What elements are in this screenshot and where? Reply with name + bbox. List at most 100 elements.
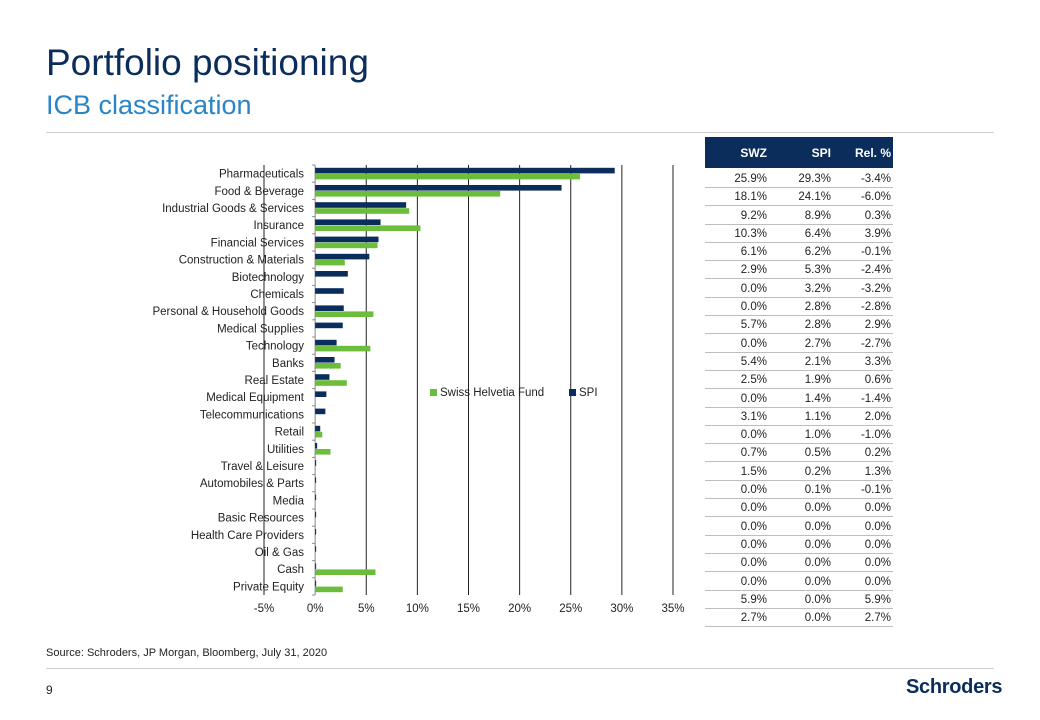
- table-cell: 5.9%: [740, 593, 767, 606]
- bar-spi: [315, 271, 348, 277]
- table-cell: 0.0%: [740, 392, 767, 405]
- category-label: Food & Beverage: [214, 186, 304, 198]
- bar-spi: [315, 477, 317, 483]
- table-cell: 2.0%: [864, 410, 891, 423]
- table-cell: 0.0%: [804, 520, 831, 533]
- table-cell: 0.0%: [740, 282, 767, 295]
- table-row: 2.5% 1.9% 0.6%: [705, 372, 893, 390]
- source-note: Source: Schroders, JP Morgan, Bloomberg,…: [46, 647, 328, 659]
- legend-label-fund: Swiss Helvetia Fund: [440, 387, 544, 399]
- table-row: 0.0% 0.1% -0.1%: [705, 482, 893, 500]
- table-cell: 3.3%: [864, 355, 891, 368]
- table-cell: 0.7%: [740, 447, 767, 460]
- table-cell: -2.7%: [860, 337, 891, 350]
- table-cell: 0.0%: [864, 575, 891, 588]
- category-label: Oil & Gas: [255, 547, 304, 559]
- table-cell: 2.8%: [804, 319, 831, 332]
- table-cell: 0.0%: [740, 557, 767, 570]
- col-header-rel: Rel. %: [854, 145, 891, 160]
- x-tick-label: -5%: [254, 603, 274, 615]
- table-row: 0.7% 0.5% 0.2%: [705, 445, 893, 463]
- bar-spi: [315, 357, 335, 363]
- bar-spi: [315, 391, 327, 397]
- category-label: Utilities: [267, 444, 304, 456]
- bar-spi: [315, 511, 317, 518]
- table-cell: 18.1%: [734, 191, 767, 204]
- footer-divider: [46, 668, 994, 669]
- table-cell: 10.3%: [734, 227, 767, 240]
- table-row: 9.2% 8.9% 0.3%: [705, 208, 893, 225]
- table-row: 0.0% 2.8% -2.8%: [705, 299, 893, 317]
- bar-spi: [315, 322, 343, 329]
- table-cell: 6.2%: [804, 246, 831, 259]
- bar-spi: [315, 167, 615, 174]
- bar-fund: [315, 242, 378, 249]
- table-cell: 2.7%: [804, 337, 831, 350]
- x-tick-label: 35%: [661, 603, 684, 615]
- col-header-spi: SPI: [811, 145, 831, 160]
- table-cell: 2.7%: [740, 612, 767, 625]
- table-row: 5.7% 2.8% 2.9%: [705, 317, 893, 335]
- table-cell: 2.9%: [740, 264, 767, 277]
- x-tick-label: 5%: [358, 603, 375, 615]
- table-cell: 0.0%: [804, 538, 831, 551]
- bar-spi: [315, 425, 321, 432]
- x-tick-label: 15%: [457, 603, 480, 615]
- table-row: 0.0% 0.0% 0.0%: [705, 574, 893, 591]
- category-label: Financial Services: [211, 237, 305, 249]
- bar-spi: [315, 408, 326, 415]
- bar-fund: [315, 208, 410, 214]
- table-row: 0.0% 0.0% 0.0%: [705, 555, 893, 573]
- category-label: Medical Equipment: [206, 392, 305, 404]
- table-cell: 0.0%: [740, 538, 767, 551]
- table-cell: 5.4%: [740, 355, 767, 368]
- bar-fund: [315, 225, 421, 231]
- category-label: Travel & Leisure: [221, 461, 304, 473]
- bar-spi: [315, 305, 344, 311]
- x-tick-label: 10%: [406, 603, 429, 615]
- category-label: Telecommunications: [200, 409, 304, 421]
- table-cell: 2.9%: [864, 319, 891, 332]
- bar-fund: [315, 449, 331, 455]
- bar-spi: [315, 443, 318, 449]
- category-label: Media: [273, 495, 305, 507]
- table-cell: 1.5%: [740, 465, 767, 478]
- table-row: 1.5% 0.2% 1.3%: [705, 464, 893, 481]
- table-row: 2.7% 0.0% 2.7%: [705, 610, 893, 628]
- category-label: Automobiles & Parts: [200, 478, 304, 490]
- x-tick-label: 25%: [559, 603, 582, 615]
- bar-spi: [315, 202, 407, 208]
- weights-table: SWZ SPI Rel. % 25.9% 29.3% -3.4% 18.1% 24.1%…: [705, 137, 893, 628]
- table-row: 0.0% 2.7% -2.7%: [705, 336, 893, 353]
- legend-swatch-fund: [430, 389, 437, 396]
- page-title: Portfolio positioning: [46, 42, 369, 83]
- table-cell: 2.1%: [804, 355, 831, 368]
- table-cell: 3.2%: [804, 282, 831, 295]
- category-label: Banks: [272, 358, 304, 370]
- table-cell: -0.1%: [860, 246, 891, 259]
- table-cell: 24.1%: [798, 191, 831, 204]
- category-label: Real Estate: [245, 375, 304, 387]
- category-label: Technology: [246, 341, 304, 353]
- col-header-swz: SWZ: [740, 145, 767, 160]
- category-label: Biotechnology: [232, 272, 304, 284]
- bar-spi: [315, 529, 317, 535]
- bar-spi: [315, 185, 562, 191]
- table-cell: -0.1%: [860, 484, 891, 497]
- bar-spi: [315, 546, 317, 552]
- table-row: 5.9% 0.0% 5.9%: [705, 592, 893, 609]
- table-cell: 5.7%: [740, 319, 767, 332]
- bar-fund: [315, 173, 580, 180]
- table-row: 0.0% 0.0% 0.0%: [705, 500, 893, 518]
- table-cell: 0.0%: [740, 484, 767, 497]
- table-cell: 0.0%: [864, 502, 891, 515]
- bar-spi: [315, 563, 317, 569]
- sector-bar-chart: -5% 0% 5% 10% 15% 20% 25% 30% 35% Pharmaceuticals…: [152, 164, 685, 615]
- table-cell: -3.2%: [860, 282, 891, 295]
- bar-spi: [315, 460, 317, 466]
- category-label: Industrial Goods & Services: [162, 203, 304, 215]
- table-row: 5.4% 2.1% 3.3%: [705, 354, 893, 371]
- table-cell: 1.3%: [864, 465, 891, 478]
- table-cell: 29.3%: [798, 173, 831, 185]
- legend-label-spi: SPI: [579, 387, 598, 399]
